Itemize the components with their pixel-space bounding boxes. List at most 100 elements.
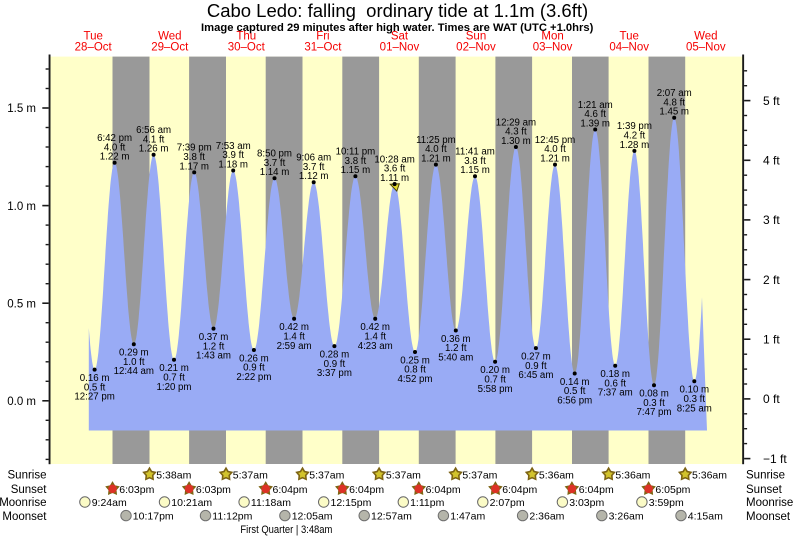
svg-text:30–Oct: 30–Oct — [228, 42, 266, 54]
svg-text:12:44 am: 12:44 am — [114, 366, 154, 377]
svg-text:1.4 ft: 1.4 ft — [364, 332, 386, 343]
svg-text:0.5 m: 0.5 m — [7, 298, 36, 310]
svg-text:28–Oct: 28–Oct — [75, 42, 113, 54]
svg-text:Sunrise: Sunrise — [8, 470, 47, 482]
svg-text:0.3 ft: 0.3 ft — [684, 394, 706, 405]
svg-text:1.18 m: 1.18 m — [218, 159, 248, 170]
svg-text:3.8 ft: 3.8 ft — [183, 152, 205, 163]
svg-text:Sunrise: Sunrise — [746, 470, 785, 482]
svg-text:0.27 m: 0.27 m — [521, 352, 551, 363]
svg-text:12:15pm: 12:15pm — [331, 497, 372, 509]
svg-text:3.9 ft: 3.9 ft — [222, 150, 244, 161]
svg-text:5:58 pm: 5:58 pm — [478, 384, 513, 395]
svg-text:Sun: Sun — [466, 31, 486, 43]
svg-text:10:11 pm: 10:11 pm — [336, 147, 376, 158]
svg-text:01–Nov: 01–Nov — [380, 42, 420, 54]
svg-text:1.4 ft: 1.4 ft — [283, 332, 305, 343]
svg-text:1:39 pm: 1:39 pm — [617, 121, 652, 132]
svg-text:0.3 ft: 0.3 ft — [643, 398, 665, 409]
svg-text:03–Nov: 03–Nov — [533, 42, 573, 54]
svg-text:4.0 ft: 4.0 ft — [104, 142, 126, 153]
svg-text:6:05pm: 6:05pm — [655, 484, 690, 496]
svg-text:0.5 ft: 0.5 ft — [84, 382, 106, 393]
svg-text:4.8 ft: 4.8 ft — [663, 97, 685, 108]
svg-text:31–Oct: 31–Oct — [304, 42, 342, 54]
svg-text:Moonrise: Moonrise — [746, 497, 793, 509]
svg-text:0.18 m: 0.18 m — [600, 369, 630, 380]
svg-text:Sunset: Sunset — [746, 484, 783, 496]
svg-text:1.21 m: 1.21 m — [421, 154, 451, 165]
svg-text:4 ft: 4 ft — [763, 154, 780, 168]
svg-text:6:04pm: 6:04pm — [273, 484, 308, 496]
svg-text:6:04pm: 6:04pm — [426, 484, 461, 496]
svg-text:6:42 pm: 6:42 pm — [97, 133, 132, 144]
svg-text:0.36 m: 0.36 m — [441, 334, 471, 345]
svg-text:Thu: Thu — [236, 31, 256, 43]
svg-text:1.14 m: 1.14 m — [260, 167, 290, 178]
svg-text:3.7 ft: 3.7 ft — [303, 162, 325, 173]
svg-text:1.12 m: 1.12 m — [299, 171, 329, 182]
svg-text:Cabo Ledo: falling ordinary t: Cabo Ledo: falling ordinary tide at 1.1m… — [207, 1, 588, 21]
svg-text:4:52 pm: 4:52 pm — [397, 374, 432, 385]
svg-text:1.2 ft: 1.2 ft — [445, 343, 467, 354]
svg-text:0.0 m: 0.0 m — [7, 396, 36, 408]
svg-text:5:40 am: 5:40 am — [438, 353, 473, 364]
svg-text:0.08 m: 0.08 m — [639, 389, 669, 400]
svg-text:5:36am: 5:36am — [539, 469, 574, 481]
svg-text:4.0 ft: 4.0 ft — [425, 144, 447, 155]
svg-text:1.21 m: 1.21 m — [540, 154, 570, 165]
svg-text:1.15 m: 1.15 m — [460, 165, 490, 176]
svg-text:10:17pm: 10:17pm — [133, 511, 174, 523]
svg-text:0.42 m: 0.42 m — [279, 322, 309, 333]
svg-text:Sat: Sat — [391, 31, 409, 43]
svg-text:1.5 m: 1.5 m — [7, 103, 36, 115]
svg-text:02–Nov: 02–Nov — [456, 42, 496, 54]
svg-text:7:37 am: 7:37 am — [598, 388, 633, 399]
svg-text:0.9 ft: 0.9 ft — [243, 363, 265, 374]
svg-text:1.22 m: 1.22 m — [100, 152, 130, 163]
svg-text:1.28 m: 1.28 m — [620, 140, 650, 151]
svg-text:12:05am: 12:05am — [292, 511, 333, 523]
svg-text:0.8 ft: 0.8 ft — [404, 365, 426, 376]
svg-text:7:47 pm: 7:47 pm — [636, 407, 671, 418]
svg-text:1.30 m: 1.30 m — [501, 136, 531, 147]
svg-text:Tue: Tue — [84, 31, 103, 43]
svg-text:0.7 ft: 0.7 ft — [163, 373, 185, 384]
svg-text:1.45 m: 1.45 m — [659, 107, 689, 118]
svg-text:3:37 pm: 3:37 pm — [317, 368, 352, 379]
svg-text:1:21 am: 1:21 am — [578, 100, 613, 111]
svg-text:4:23 am: 4:23 am — [358, 341, 393, 352]
svg-text:0.28 m: 0.28 m — [320, 350, 350, 361]
svg-text:6:03pm: 6:03pm — [196, 484, 231, 496]
svg-text:1:20 pm: 1:20 pm — [156, 382, 191, 393]
svg-text:9:24am: 9:24am — [92, 497, 127, 509]
svg-text:3.8 ft: 3.8 ft — [464, 156, 486, 167]
svg-text:0.42 m: 0.42 m — [360, 322, 390, 333]
svg-text:12:45 pm: 12:45 pm — [535, 135, 575, 146]
svg-text:0.5 ft: 0.5 ft — [564, 386, 586, 397]
svg-text:6:56 pm: 6:56 pm — [557, 396, 592, 407]
svg-text:6:56 am: 6:56 am — [136, 125, 171, 136]
svg-text:6:03pm: 6:03pm — [119, 484, 154, 496]
svg-text:7:53 am: 7:53 am — [216, 141, 251, 152]
svg-text:7:39 pm: 7:39 pm — [177, 143, 212, 154]
svg-text:04–Nov: 04–Nov — [609, 42, 649, 54]
svg-text:1:47am: 1:47am — [450, 511, 485, 523]
svg-text:1.2 ft: 1.2 ft — [203, 341, 225, 352]
svg-text:3:03pm: 3:03pm — [569, 497, 604, 509]
svg-text:1.0 ft: 1.0 ft — [123, 357, 145, 368]
svg-text:8:50 pm: 8:50 pm — [257, 149, 292, 160]
svg-text:First Quarter | 3:48am: First Quarter | 3:48am — [240, 524, 332, 536]
svg-text:4.1 ft: 4.1 ft — [143, 134, 165, 145]
svg-text:10:21am: 10:21am — [171, 497, 212, 509]
svg-text:11:12pm: 11:12pm — [212, 511, 252, 523]
svg-text:4.0 ft: 4.0 ft — [544, 144, 566, 155]
svg-text:0.29 m: 0.29 m — [119, 348, 149, 359]
svg-text:Moonset: Moonset — [746, 511, 791, 523]
svg-text:2:07 am: 2:07 am — [657, 88, 692, 99]
svg-text:Wed: Wed — [158, 31, 181, 43]
svg-text:0.20 m: 0.20 m — [480, 365, 510, 376]
svg-text:1.39 m: 1.39 m — [580, 118, 610, 129]
svg-text:0.9 ft: 0.9 ft — [525, 361, 547, 372]
svg-text:1.17 m: 1.17 m — [179, 161, 209, 172]
